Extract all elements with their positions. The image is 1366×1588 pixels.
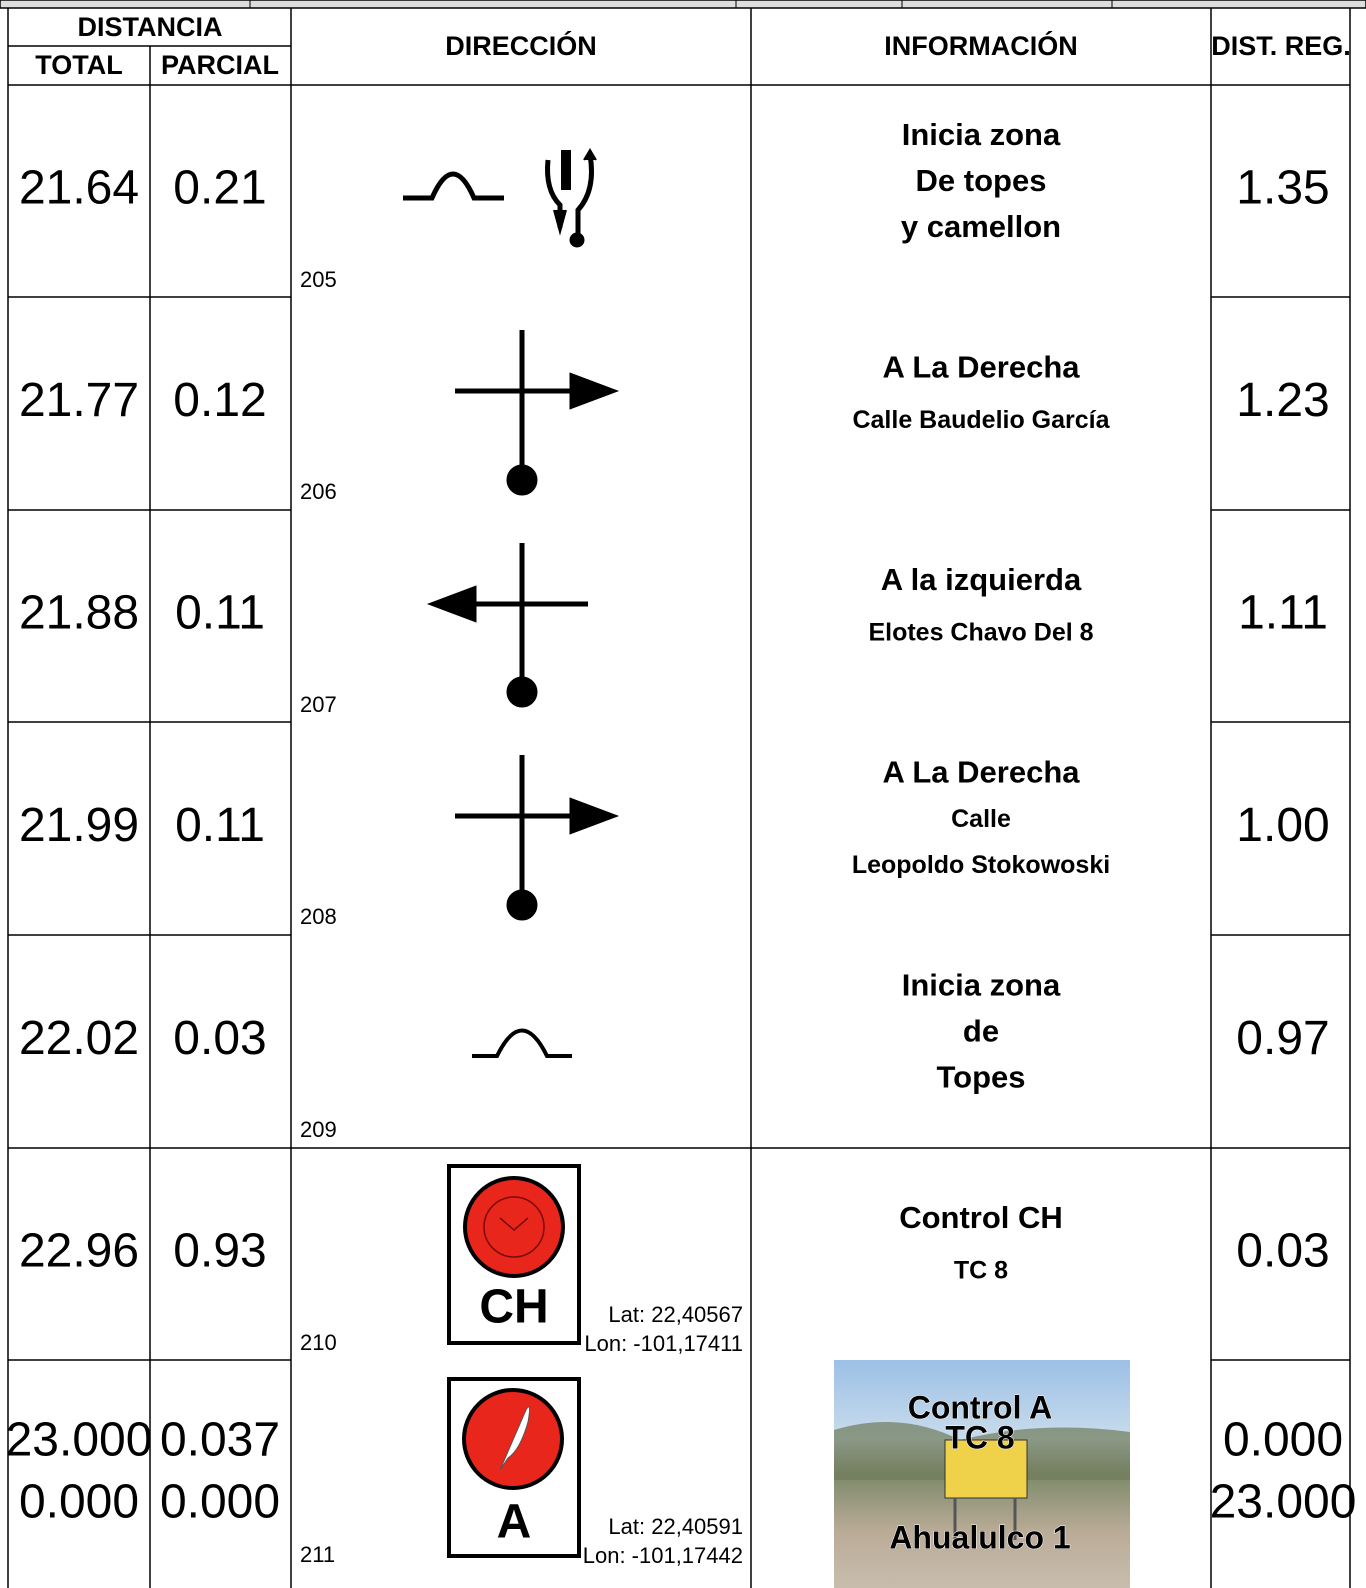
info-line: A La Derecha (883, 755, 1081, 790)
dist-reg: 0.97 (1236, 1012, 1329, 1065)
icon-label: CH (479, 1281, 548, 1334)
partial-distance: 0.03 (173, 1012, 266, 1065)
partial-distance: 0.11 (175, 799, 265, 852)
partial-distance: 0.000 (160, 1476, 280, 1529)
row-number: 207 (300, 692, 337, 717)
header-parcial: PARCIAL (161, 50, 279, 80)
icon-bump (472, 1028, 572, 1058)
total-distance: 21.77 (19, 374, 139, 427)
total-distance: 21.64 (19, 162, 139, 215)
info-line: Inicia zona (902, 117, 1061, 152)
row-number: 208 (300, 904, 337, 929)
header-dist-reg: DIST. REG. (1211, 31, 1351, 61)
icon-right (455, 755, 620, 921)
row-number: 205 (300, 267, 337, 292)
dist-reg: 1.11 (1238, 587, 1328, 640)
icon-label: A (497, 1496, 532, 1549)
top-strip (0, 0, 1366, 9)
total-distance: 22.96 (19, 1225, 139, 1278)
total-distance: 21.99 (19, 799, 139, 852)
partial-distance: 0.93 (173, 1225, 266, 1278)
info-line: TC 8 (954, 1257, 1008, 1285)
dist-reg: 1.35 (1236, 162, 1329, 215)
row-number: 206 (300, 479, 337, 504)
icon-right (455, 330, 620, 496)
row-number: 210 (300, 1330, 337, 1355)
header-total: TOTAL (35, 50, 123, 80)
longitude: Lon: -101,17411 (584, 1331, 743, 1356)
row-number: 209 (300, 1117, 337, 1142)
info-line: De topes (916, 163, 1047, 198)
header-direccion: DIRECCIÓN (445, 30, 597, 61)
latitude: Lat: 22,40567 (608, 1302, 743, 1327)
info-line: Control CH (899, 1200, 1063, 1235)
photo-text: TC 8 (945, 1419, 1014, 1455)
icon-bump-split (403, 148, 597, 248)
info-line: de (963, 1014, 999, 1049)
dist-reg: 0.03 (1236, 1225, 1329, 1278)
info-line: Topes (937, 1060, 1026, 1095)
icon-control-ch (447, 1164, 581, 1345)
partial-distance: 0.12 (173, 374, 266, 427)
dist-reg: 1.00 (1236, 799, 1329, 852)
partial-distance: 0.21 (173, 162, 266, 215)
info-line: Calle (951, 805, 1011, 833)
info-line: y camellon (901, 209, 1061, 244)
dist-reg: 23.000 (1210, 1476, 1357, 1529)
info-line: Inicia zona (902, 968, 1061, 1003)
row-number: 211 (300, 1542, 335, 1567)
info-line: A la izquierda (881, 562, 1082, 597)
table-grid (7, 8, 1351, 1588)
longitude: Lon: -101,17442 (583, 1543, 743, 1568)
header-informacion: INFORMACIÓN (884, 30, 1077, 61)
icon-control-a (447, 1377, 581, 1558)
info-line: A La Derecha (883, 350, 1081, 385)
info-line: Calle Baudelio García (852, 406, 1110, 434)
info-line: Leopoldo Stokowoski (852, 851, 1110, 879)
photo-text: Control A (908, 1389, 1053, 1425)
total-distance: 0.000 (19, 1476, 139, 1529)
info-line: Elotes Chavo Del 8 (868, 619, 1093, 647)
dist-reg: 0.000 (1223, 1414, 1343, 1467)
dist-reg: 1.23 (1236, 374, 1329, 427)
header-distancia: DISTANCIA (78, 12, 223, 42)
photo-text: Ahualulco 1 (889, 1519, 1070, 1555)
total-distance: 22.02 (19, 1012, 139, 1065)
partial-distance: 0.11 (175, 587, 265, 640)
total-distance: 21.88 (19, 587, 139, 640)
partial-distance: 0.037 (160, 1414, 280, 1467)
photo (834, 1360, 1130, 1588)
latitude: Lat: 22,40591 (608, 1514, 743, 1539)
total-distance: 23.000 (6, 1414, 153, 1467)
icon-left (426, 543, 588, 708)
